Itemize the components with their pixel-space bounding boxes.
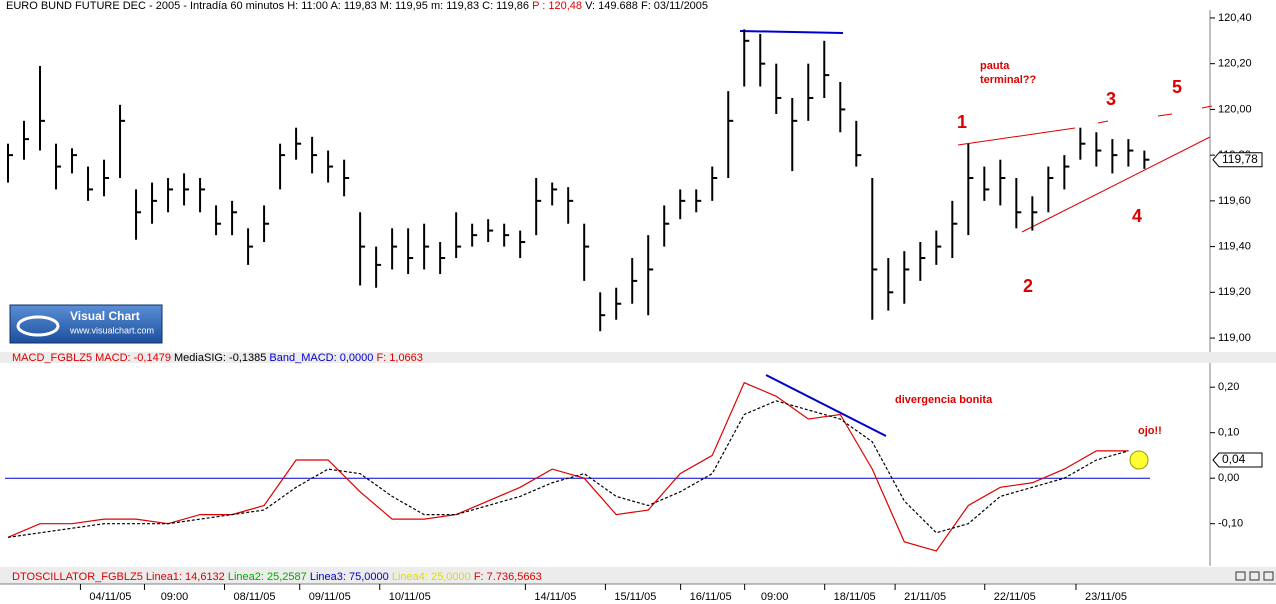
last-value-label: 0,04: [1222, 452, 1246, 466]
x-tick-label: 21/11/05: [904, 591, 946, 603]
annotation: divergencia bonita: [895, 394, 993, 406]
y-tick-label: -0,10: [1218, 518, 1243, 530]
annotation: pauta: [980, 60, 1010, 72]
x-tick-label: 16/11/05: [690, 591, 732, 603]
header-item: DTOSCILLATOR_FGBLZ5: [12, 571, 143, 583]
y-tick-label: 120,00: [1218, 103, 1252, 115]
y-tick-label: 120,40: [1218, 12, 1252, 24]
macd-line: [7, 381, 1129, 552]
x-tick-label: 09:00: [761, 591, 789, 603]
y-tick-label: 120,20: [1218, 58, 1252, 70]
panel-separator: [0, 352, 1276, 363]
trend-line: [1021, 136, 1211, 233]
price-header: EURO BUND FUTURE DEC - 2005 - Intradía 6…: [6, 0, 708, 12]
trend-line: [739, 30, 844, 34]
header-item: MACD_FGBLZ5: [12, 352, 92, 364]
header-item: Linea1: 14,6132: [146, 571, 225, 583]
header-item: C: 119,86: [482, 0, 529, 12]
header-item: EURO BUND FUTURE DEC - 2005 - Intradía 6…: [6, 0, 285, 12]
header-item: Linea2: 25,2587: [228, 571, 307, 583]
annotation: 4: [1132, 206, 1142, 226]
annotation: 5: [1172, 77, 1182, 97]
window-button[interactable]: [1263, 571, 1274, 581]
y-tick-label: 119,40: [1218, 240, 1251, 252]
window-button[interactable]: [1235, 571, 1246, 581]
x-tick-label: 15/11/05: [614, 591, 656, 603]
x-tick-label: 04/11/05: [89, 591, 131, 603]
macd-header: MACD_FGBLZ5 MACD: -0,1479 MediaSIG: -0,1…: [12, 352, 423, 364]
annotation: 2: [1023, 276, 1033, 296]
x-tick-label: 10/11/05: [389, 591, 431, 603]
trend-line: [765, 374, 887, 437]
logo-icon: [16, 315, 60, 337]
header-item: m: 119,83: [431, 0, 479, 12]
annotation: 1: [957, 112, 967, 132]
trend-line: [957, 127, 1076, 146]
header-item: Band_MACD: 0,0000: [269, 352, 373, 364]
header-item: P : 120,48: [532, 0, 582, 12]
x-tick-label: 18/11/05: [834, 591, 876, 603]
header-item: F: 03/11/2005: [641, 0, 708, 12]
last-value-box: [1212, 152, 1263, 168]
last-value-label: 119,78: [1222, 152, 1258, 166]
oscillator-header: DTOSCILLATOR_FGBLZ5 Linea1: 14,6132 Line…: [12, 571, 542, 583]
annotation: 3: [1106, 89, 1116, 109]
window-button[interactable]: [1249, 571, 1260, 581]
last-value-box: [1212, 452, 1263, 468]
y-tick-label: 0,20: [1218, 381, 1239, 393]
trend-line: [1201, 105, 1213, 109]
header-item: Linea3: 75,0000: [310, 571, 389, 583]
x-tick-label: 09/11/05: [309, 591, 351, 603]
header-item: M: 119,95: [380, 0, 428, 12]
y-tick-label: 0,00: [1218, 472, 1239, 484]
header-item: MediaSIG: -0,1385: [174, 352, 266, 364]
header-item: F: 1,0663: [376, 352, 422, 364]
header-item: MACD: -0,1479: [95, 352, 171, 364]
x-tick-label: 14/11/05: [534, 591, 576, 603]
annotation: ojo!!: [1138, 425, 1162, 437]
header-item: A: 119,83: [330, 0, 376, 12]
header-item: F: 7.736,5663: [474, 571, 542, 583]
trend-line: [1157, 113, 1173, 117]
logo-title: Visual Chart: [70, 309, 140, 323]
header-item: V: 149.688: [585, 0, 638, 12]
y-tick-label: 119,60: [1218, 195, 1251, 207]
logo-box: [9, 304, 163, 344]
x-tick-label: 23/11/05: [1085, 591, 1127, 603]
annotation: terminal??: [980, 74, 1037, 86]
header-item: H: 11:00: [287, 0, 328, 12]
x-tick-label: 08/11/05: [233, 591, 275, 603]
y-tick-label: 119,00: [1218, 332, 1251, 344]
x-tick-label: 22/11/05: [994, 591, 1036, 603]
y-tick-label: 0,10: [1218, 427, 1239, 439]
panel-separator: [0, 567, 1276, 584]
highlight-circle: [1129, 450, 1149, 470]
y-tick-label: 119,20: [1218, 286, 1251, 298]
logo-url: www.visualchart.com: [69, 325, 154, 335]
trend-line: [1097, 120, 1109, 124]
x-tick-label: 09:00: [161, 591, 189, 603]
header-item: Linea4: 25,0000: [392, 571, 471, 583]
macd-line: [7, 400, 1129, 538]
